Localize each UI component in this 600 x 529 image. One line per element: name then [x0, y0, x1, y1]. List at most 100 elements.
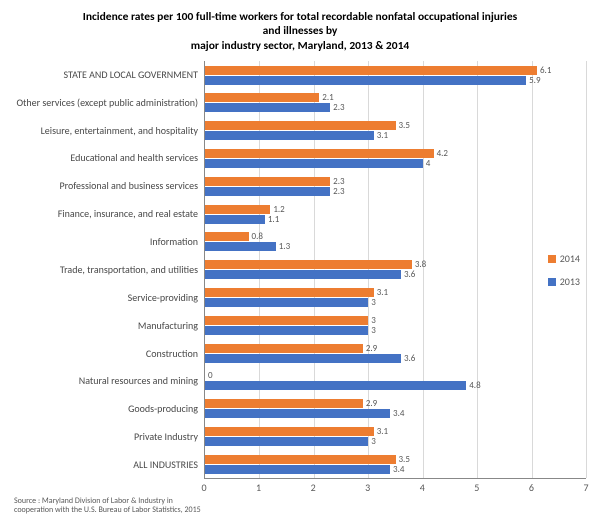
bar-value-label: 3.8 [415, 259, 426, 270]
bar-fill [205, 354, 401, 363]
legend: 2014 2013 [548, 242, 580, 298]
x-tick-label: 7 [583, 481, 588, 494]
title-line-1: Incidence rates per 100 full-time worker… [14, 10, 586, 24]
category-label: Manufacturing [14, 321, 198, 332]
bar-fill [205, 66, 537, 75]
bar: 3.5 [205, 455, 586, 464]
bar-group: 1.21.1 [205, 205, 586, 224]
bar-fill [205, 326, 368, 335]
bar-fill [205, 455, 396, 464]
bar: 1.1 [205, 215, 586, 224]
y-axis-labels: STATE AND LOCAL GOVERNMENT Other services… [14, 61, 204, 479]
bar-value-label: 5.9 [529, 75, 540, 86]
bar-value-label: 3.4 [393, 464, 404, 475]
bar: 3.4 [205, 409, 586, 418]
bar: 3 [205, 326, 586, 335]
bar-value-label: 2.1 [322, 92, 333, 103]
category-label: Other services (except public administra… [14, 98, 198, 109]
bar: 3.1 [205, 288, 586, 297]
bar: 0.8 [205, 232, 586, 241]
bar-fill [205, 242, 276, 251]
bar-value-label: 4.8 [469, 380, 480, 391]
title-line-3: major industry sector, Maryland, 2013 & … [14, 39, 586, 53]
bar-group: 6.15.9 [205, 66, 586, 85]
source-attribution: Source : Maryland Division of Labor & In… [14, 497, 214, 515]
x-tick-label: 1 [256, 481, 261, 494]
bar: 3.5 [205, 121, 586, 130]
bar-group: 3.13 [205, 288, 586, 307]
category-label: Information [14, 237, 198, 248]
bar-group: 2.32.3 [205, 177, 586, 196]
bar-value-label: 3 [371, 297, 376, 308]
bar-fill [205, 215, 265, 224]
bar-group: 33 [205, 316, 586, 335]
bar-value-label: 3.1 [377, 130, 388, 141]
bar: 2.3 [205, 187, 586, 196]
bar-group: 3.83.6 [205, 260, 586, 279]
bar-value-label: 3.6 [404, 353, 415, 364]
plot-area: 6.15.92.12.33.53.14.242.32.31.21.10.81.3… [204, 61, 586, 479]
category-label: Professional and business services [14, 181, 198, 192]
legend-label-2013: 2013 [560, 275, 580, 288]
bar-group: 2.93.6 [205, 344, 586, 363]
category-label: STATE AND LOCAL GOVERNMENT [14, 70, 198, 81]
bar: 2.3 [205, 177, 586, 186]
bar: 3.4 [205, 465, 586, 474]
bar: 2.1 [205, 93, 586, 102]
bar: 3 [205, 298, 586, 307]
bar-fill [205, 399, 363, 408]
x-tick-label: 4 [420, 481, 425, 494]
bar: 3.6 [205, 270, 586, 279]
bar-group: 0.81.3 [205, 232, 586, 251]
source-line-2: cooperation with the U.S. Bureau of Labo… [14, 506, 214, 515]
bar-group: 2.93.4 [205, 399, 586, 418]
bar: 2.9 [205, 344, 586, 353]
bar-fill [205, 205, 270, 214]
bar-value-label: 2.3 [333, 102, 344, 113]
bars-wrap: 6.15.92.12.33.53.14.242.32.31.21.10.81.3… [205, 61, 586, 478]
bar: 1.2 [205, 205, 586, 214]
bar-fill [205, 131, 374, 140]
bar-group: 04.8 [205, 371, 586, 390]
bar-value-label: 3 [371, 325, 376, 336]
category-label: Leisure, entertainment, and hospitality [14, 126, 198, 137]
bar: 6.1 [205, 66, 586, 75]
bar-fill [205, 437, 368, 446]
bar-value-label: 3.1 [377, 287, 388, 298]
bar-value-label: 0.8 [252, 231, 263, 242]
legend-swatch-2013 [548, 278, 556, 286]
x-tick-label: 2 [311, 481, 316, 494]
bar-fill [205, 159, 423, 168]
bar: 3.1 [205, 131, 586, 140]
bar: 3 [205, 437, 586, 446]
bar: 5.9 [205, 76, 586, 85]
bar-fill [205, 465, 390, 474]
category-label: Service-providing [14, 293, 198, 304]
category-label: Educational and health services [14, 153, 198, 164]
bar-value-label: 6.1 [540, 65, 551, 76]
bar: 2.9 [205, 399, 586, 408]
bar-fill [205, 149, 434, 158]
bar: 3.1 [205, 427, 586, 436]
bar-group: 2.12.3 [205, 93, 586, 112]
chart-title: Incidence rates per 100 full-time worker… [14, 10, 586, 53]
legend-swatch-2014 [548, 255, 556, 263]
bar-value-label: 3.4 [393, 408, 404, 419]
bar-fill [205, 103, 330, 112]
title-line-2: and illnesses by [14, 24, 586, 38]
bar: 3.8 [205, 260, 586, 269]
bar-value-label: 2.3 [333, 186, 344, 197]
bar-fill [205, 344, 363, 353]
bar: 1.3 [205, 242, 586, 251]
bar: 4.2 [205, 149, 586, 158]
bar: 0 [205, 371, 586, 380]
x-axis: 01234567 [204, 479, 586, 495]
bar-fill [205, 288, 374, 297]
legend-label-2014: 2014 [560, 252, 580, 265]
bar: 3.6 [205, 354, 586, 363]
bar: 4.8 [205, 381, 586, 390]
category-label: Private Industry [14, 432, 198, 443]
bar-fill [205, 409, 390, 418]
bar-value-label: 3.5 [399, 120, 410, 131]
bar-fill [205, 187, 330, 196]
